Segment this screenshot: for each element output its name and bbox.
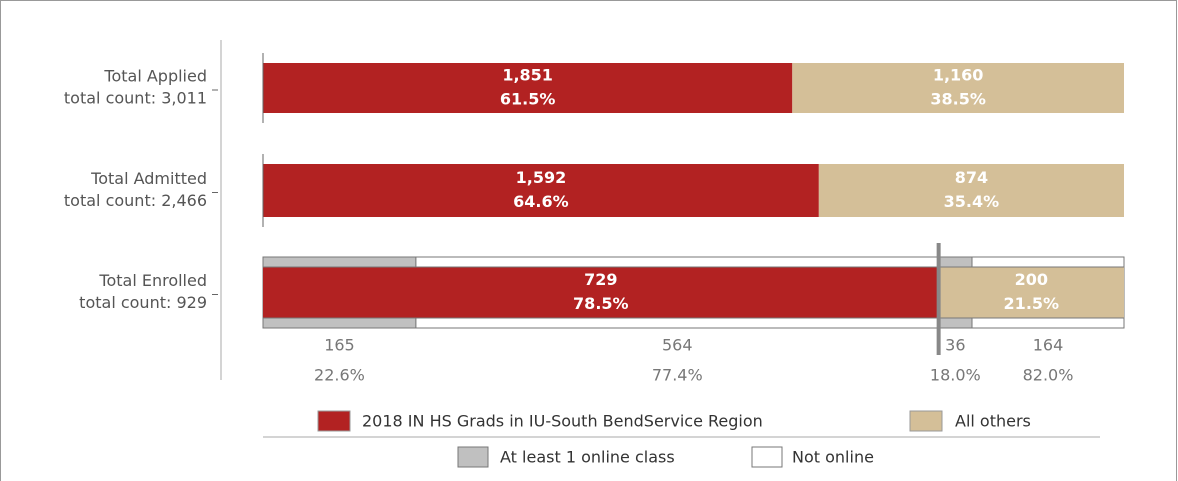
legend-label: Not online [792,448,874,467]
bar-segment [263,164,819,217]
bar-segment [263,63,793,113]
value-label: 1,851 [502,66,553,85]
legend-label: At least 1 online class [500,448,675,467]
breakdown-strip [415,256,940,268]
breakdown-strip [971,256,1125,268]
category-subtitle: total count: 2,466 [64,191,207,210]
breakdown-strip [938,256,973,268]
breakdown-percent: 18.0% [930,366,981,385]
bar-segment [818,164,1124,217]
value-label: 1,592 [516,168,567,187]
breakdown-strip [262,317,417,329]
category-label: Total Applied [103,67,207,86]
breakdown-strip [938,317,973,329]
value-label: 1,160 [933,66,984,85]
bar-segment [938,267,1124,318]
breakdown-count: 36 [945,336,965,355]
legend-swatch [457,446,489,468]
breakdown-count: 564 [662,336,693,355]
breakdown-percent: 22.6% [314,366,365,385]
breakdown-strip [262,256,417,268]
percent-label: 78.5% [573,294,629,313]
legend-swatch [909,410,943,432]
percent-label: 61.5% [500,90,556,109]
category-label: Total Enrolled [98,271,207,290]
category-subtitle: total count: 3,011 [64,89,207,108]
percent-label: 64.6% [513,192,569,211]
category-subtitle: total count: 929 [79,293,207,312]
value-label: 729 [584,270,617,289]
value-label: 200 [1015,270,1048,289]
breakdown-strip [971,317,1125,329]
bar-segment [263,267,939,318]
bar-segment [792,63,1124,113]
breakdown-count: 165 [324,336,355,355]
legend-swatch [751,446,783,468]
percent-label: 35.4% [944,192,1000,211]
percent-label: 21.5% [1004,294,1060,313]
breakdown-percent: 82.0% [1023,366,1074,385]
legend-label: 2018 IN HS Grads in IU-South BendService… [362,412,763,431]
breakdown-percent: 77.4% [652,366,703,385]
percent-label: 38.5% [930,90,986,109]
breakdown-strip [415,317,940,329]
value-label: 874 [955,168,988,187]
category-label: Total Admitted [90,169,207,188]
legend-swatch [317,410,351,432]
legend-label: All others [955,412,1031,431]
breakdown-count: 164 [1033,336,1064,355]
